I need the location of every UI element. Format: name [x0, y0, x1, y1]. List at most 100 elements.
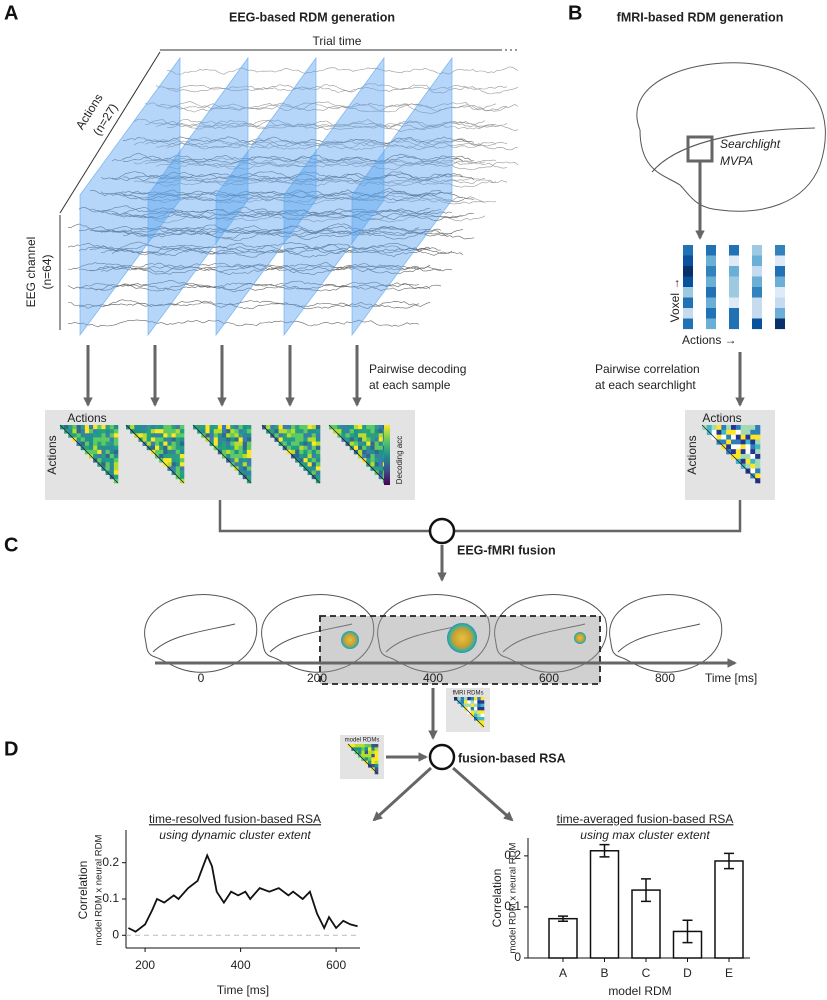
rdm-cell: [370, 454, 375, 459]
rdm-cell: [378, 470, 384, 476]
timeline-tick-label: 0: [198, 671, 205, 685]
rdm-cell: [105, 441, 111, 447]
panel-letter: C: [4, 534, 18, 556]
rdm-cell: [101, 462, 106, 467]
rdm-cell: [740, 449, 746, 455]
rdm-cell: [109, 425, 115, 430]
rdm-cell: [201, 425, 206, 430]
rdm-cell: [371, 754, 375, 758]
rdm-cell: [163, 429, 168, 434]
rdm-cell: [291, 433, 296, 438]
panel-letter: D: [4, 738, 18, 760]
eeg-trace: [67, 241, 420, 251]
rdm-cell: [246, 445, 252, 451]
rdm-cell: [230, 441, 235, 447]
rdm-cell: [311, 441, 317, 447]
y-tick-label: 0.2: [504, 848, 521, 862]
rdm-cell: [113, 454, 119, 459]
eeg-trace: [144, 158, 497, 167]
eeg-trace: [155, 158, 508, 169]
rdm-cell: [315, 458, 321, 463]
rdm-cell: [89, 437, 94, 442]
rdm-cell: [213, 425, 219, 430]
voxel-cell: [775, 318, 785, 330]
fusion-node: [428, 517, 456, 545]
voxel-cell: [683, 276, 693, 288]
rdm-cell: [745, 444, 751, 450]
rdm-cell: [213, 441, 219, 447]
rdm-cell: [745, 434, 751, 440]
rdm-cell: [238, 429, 244, 434]
eeg-trace: [133, 137, 486, 147]
rdm-cell: [303, 449, 308, 455]
rdm-cell: [179, 466, 185, 471]
voxel-cell: [729, 245, 739, 256]
rdm-cell: [349, 425, 355, 430]
rdm-diagonal: [701, 424, 761, 484]
eeg-trace: [166, 161, 519, 171]
rdm-cell: [175, 445, 181, 451]
rdm-cell: [303, 425, 308, 430]
rdm-cell: [155, 445, 160, 451]
rdm-cell: [155, 425, 160, 430]
rdm-cell: [238, 449, 244, 455]
rdm-cell: [378, 433, 384, 438]
rdm-cell: [295, 454, 300, 459]
rdm-cell: [97, 441, 102, 447]
arrow: [452, 766, 514, 822]
rdm-cell: [97, 449, 102, 455]
timeline-tick-label: 400: [423, 671, 443, 685]
rdm-cell: [366, 454, 371, 459]
rdm-cell: [246, 470, 252, 476]
rdm-cell: [735, 429, 741, 435]
chart-subtitle: using dynamic cluster extent: [159, 828, 311, 842]
rdm-cell: [242, 425, 248, 430]
rdm-cell: [80, 437, 86, 442]
rdm-cell: [238, 462, 244, 467]
voxel-cell: [775, 255, 785, 267]
rdm-cell: [167, 429, 172, 434]
rdm-cell: [745, 439, 751, 445]
rdm-cell: [750, 439, 756, 445]
rdm-cell: [315, 425, 321, 430]
rdm-cell: [315, 454, 321, 459]
rdm-cell: [167, 445, 172, 451]
rdm-cell: [374, 754, 379, 758]
axis-label: Trial time: [313, 34, 362, 48]
rdm-cell: [374, 454, 380, 459]
rdm-cell: [740, 425, 746, 431]
eeg-trace: [155, 121, 508, 130]
rdm-cell: [361, 747, 365, 751]
rdm-cell: [368, 747, 372, 751]
rdm-cell: [217, 433, 223, 438]
rdm-cell: [150, 445, 156, 451]
rdm-cell: [171, 466, 177, 471]
rdm-cell: [315, 437, 321, 442]
rdm-cell: [358, 445, 363, 451]
rdm-cell: [146, 425, 152, 430]
rdm-cell: [234, 445, 239, 451]
rdm-cell: [105, 454, 111, 459]
rdm-cell: [311, 466, 317, 471]
rdm-cell: [349, 433, 355, 438]
rdm-cell: [374, 437, 380, 442]
error-bar: [724, 852, 734, 870]
rdm-cell: [68, 425, 73, 430]
eeg-trace: [100, 190, 453, 199]
rdm-cell: [362, 449, 367, 455]
rdm-cell: [474, 703, 478, 708]
rdm-cell: [366, 441, 371, 447]
rdm-cell: [474, 710, 478, 714]
rdm-cell: [307, 433, 313, 438]
rdm-diagonal: [261, 424, 321, 484]
rdm-cell: [150, 441, 156, 447]
rdm-cell: [311, 454, 317, 459]
eeg-trace: [166, 122, 519, 132]
rdm-cell: [370, 433, 375, 438]
voxel-cell: [775, 308, 785, 319]
rdm-cell: [366, 433, 371, 438]
eeg-trace: [111, 249, 464, 258]
rdm-cell: [109, 429, 115, 434]
rdm-cell: [175, 466, 181, 471]
rdm-cell: [755, 439, 761, 445]
